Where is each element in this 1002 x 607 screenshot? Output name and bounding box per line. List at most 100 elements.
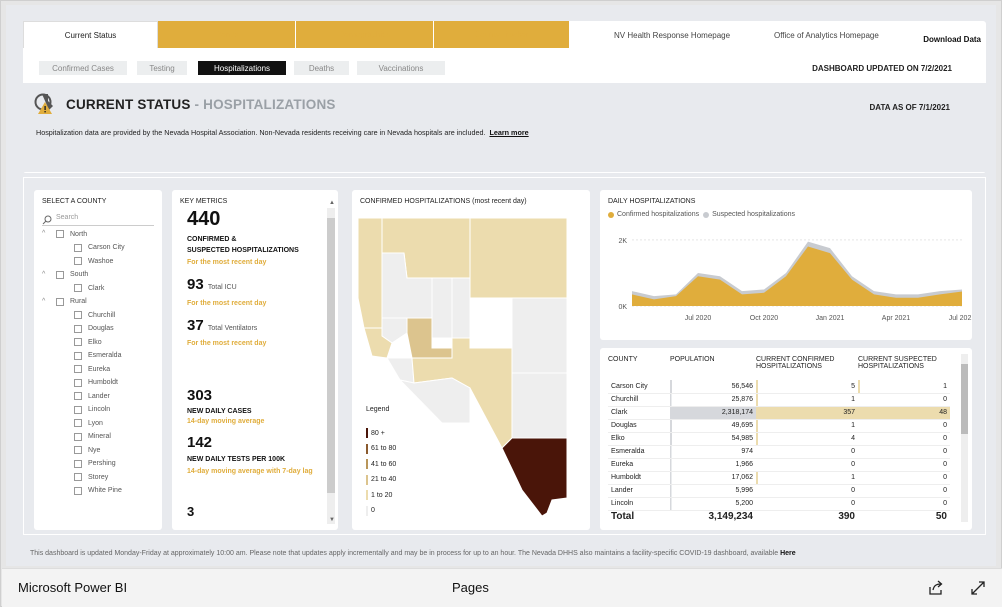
slicer-item[interactable]: Washoe xyxy=(74,257,113,265)
checkbox[interactable] xyxy=(74,432,82,441)
learn-more-link[interactable]: Learn more xyxy=(489,128,529,137)
tab-current-status[interactable]: Current Status xyxy=(23,21,158,48)
subtab-deaths[interactable]: Deaths xyxy=(294,61,349,75)
checkbox[interactable] xyxy=(74,392,82,400)
pages-button[interactable]: Pages xyxy=(452,580,489,595)
table-row[interactable]: Eureka 1,966 0 0 xyxy=(608,458,950,472)
scroll-up-icon[interactable]: ▲ xyxy=(329,200,335,206)
county-search-input[interactable]: Search xyxy=(42,214,154,226)
checkbox[interactable] xyxy=(74,311,82,319)
checkbox[interactable] xyxy=(74,351,82,360)
nevada-county-map[interactable] xyxy=(352,208,590,530)
checkbox[interactable] xyxy=(74,378,82,387)
table-row[interactable]: Humboldt 17,062 1 0 xyxy=(608,471,950,485)
note-text: Hospitalization data are provided by the… xyxy=(36,128,486,137)
table-scroll-thumb[interactable] xyxy=(961,364,968,434)
slicer-item[interactable]: Churchill xyxy=(74,311,115,319)
nevada-warning-icon xyxy=(34,93,53,114)
cell-population: 5,200 xyxy=(670,497,756,511)
tab-trends[interactable]: Trends xyxy=(158,21,296,48)
checkbox[interactable] xyxy=(74,257,82,265)
legend-label: 1 to 20 xyxy=(371,491,393,499)
collapse-chevron-icon[interactable]: ^ xyxy=(42,270,46,278)
tab-county-tracker[interactable]: County Tracker xyxy=(434,21,570,48)
icu-value: 93 xyxy=(187,276,204,293)
map-legend-item: 21 to 40 xyxy=(366,474,396,485)
slicer-group-south[interactable]: South xyxy=(56,270,88,279)
link-office-of-analytics[interactable]: Office of Analytics Homepage xyxy=(774,31,879,40)
subtab-testing[interactable]: Testing xyxy=(137,61,187,75)
slicer-item[interactable]: White Pine xyxy=(74,486,122,495)
checkbox[interactable] xyxy=(74,486,82,495)
daily-hospitalizations-chart[interactable]: 0K 2K Jul 2020 Oct 2020 Jan 2021 Apr 2021 Jul … xyxy=(600,224,972,340)
powerbi-brand[interactable]: Microsoft Power BI xyxy=(18,580,128,595)
link-nv-health-response[interactable]: NV Health Response Homepage xyxy=(614,31,731,40)
table-row[interactable]: Douglas 49,695 1 0 xyxy=(608,419,950,433)
download-data-link[interactable]: Download Data xyxy=(923,35,981,44)
table-row[interactable]: Carson City 56,546 5 1 xyxy=(608,380,950,394)
metrics-scroll-thumb[interactable] xyxy=(327,218,335,493)
slicer-item[interactable]: Eureka xyxy=(74,365,110,373)
subtab-vaccinations[interactable]: Vaccinations xyxy=(357,61,445,75)
checkbox[interactable] xyxy=(74,459,82,468)
checkbox[interactable] xyxy=(56,230,64,238)
slicer-item[interactable]: Clark xyxy=(74,284,104,292)
slicer-item[interactable]: Elko xyxy=(74,338,102,346)
cell-confirmed: 1 xyxy=(756,393,858,407)
checkbox[interactable] xyxy=(74,243,82,252)
slicer-item[interactable]: Mineral xyxy=(74,432,111,441)
header-population[interactable]: POPULATION xyxy=(670,356,715,363)
footer-here-link[interactable]: Here xyxy=(780,550,796,557)
slicer-item[interactable]: Storey xyxy=(74,473,108,481)
slicer-item[interactable]: Pershing xyxy=(74,459,116,468)
checkbox[interactable] xyxy=(74,338,82,346)
chart-title: DAILY HOSPITALIZATIONS xyxy=(608,198,696,205)
header-suspected[interactable]: CURRENT SUSPECTED HOSPITALIZATIONS xyxy=(858,356,937,370)
table-row[interactable]: Elko 54,985 4 0 xyxy=(608,432,950,446)
checkbox[interactable] xyxy=(74,284,82,292)
checkbox[interactable] xyxy=(74,405,82,414)
table-row[interactable]: Lander 5,996 0 0 xyxy=(608,484,950,498)
tab-demographics[interactable]: Demographics xyxy=(296,21,434,48)
slicer-item[interactable]: Lander xyxy=(74,392,110,400)
header-county[interactable]: COUNTY xyxy=(608,356,638,363)
slicer-group-north[interactable]: North xyxy=(56,230,87,238)
collapse-chevron-icon[interactable]: ^ xyxy=(42,230,46,237)
table-row[interactable]: Esmeralda 974 0 0 xyxy=(608,445,950,459)
share-icon[interactable] xyxy=(928,580,944,596)
slicer-title: SELECT A COUNTY xyxy=(42,198,107,205)
checkbox[interactable] xyxy=(74,324,82,333)
checkbox[interactable] xyxy=(74,446,82,454)
checkbox[interactable] xyxy=(74,419,82,427)
collapse-chevron-icon[interactable]: ^ xyxy=(42,297,46,305)
header-confirmed[interactable]: CURRENT CONFIRMED HOSPITALIZATIONS xyxy=(756,356,835,370)
slicer-item[interactable]: Nye xyxy=(74,446,100,454)
fullscreen-icon[interactable] xyxy=(970,580,986,596)
slicer-item[interactable]: Lincoln xyxy=(74,405,110,414)
cell-suspected: 0 xyxy=(858,484,950,498)
table-scrollbar[interactable] xyxy=(961,354,968,522)
slicer-group-rural[interactable]: Rural xyxy=(56,297,87,306)
slicer-item[interactable]: Esmeralda xyxy=(74,351,121,360)
checkbox[interactable] xyxy=(74,365,82,373)
x-tick-label: Jan 2021 xyxy=(816,315,845,322)
slicer-item-label: Mineral xyxy=(88,433,111,440)
table-row[interactable]: Clark 2,318,174 357 48 xyxy=(608,406,950,420)
subtab-hospitalizations[interactable]: Hospitalizations xyxy=(198,61,286,75)
scroll-down-icon[interactable]: ▼ xyxy=(329,517,335,523)
confirmed-legend-dot xyxy=(608,211,614,218)
slicer-item[interactable]: Carson City xyxy=(74,243,125,252)
subtab-confirmed-cases[interactable]: Confirmed Cases xyxy=(39,61,127,75)
slicer-item-label: Pershing xyxy=(88,460,116,467)
hospitalizations-map-panel: CONFIRMED HOSPITALIZATIONS (most recent … xyxy=(352,190,590,530)
table-row[interactable]: Churchill 25,876 1 0 xyxy=(608,393,950,407)
slicer-item[interactable]: Humboldt xyxy=(74,378,118,387)
confirmed-area-series[interactable] xyxy=(632,246,962,306)
slicer-item[interactable]: Douglas xyxy=(74,324,114,333)
table-row[interactable]: Lincoln 5,200 0 0 xyxy=(608,497,950,511)
checkbox[interactable] xyxy=(56,270,64,279)
slicer-item[interactable]: Lyon xyxy=(74,419,103,427)
checkbox[interactable] xyxy=(56,297,64,306)
checkbox[interactable] xyxy=(74,473,82,481)
cell-county: Lander xyxy=(608,484,670,498)
